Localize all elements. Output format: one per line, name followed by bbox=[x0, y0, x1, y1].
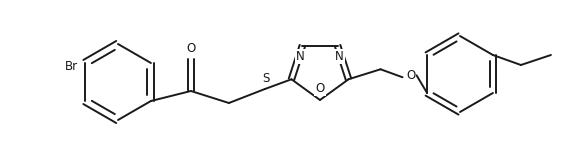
Text: Br: Br bbox=[64, 60, 78, 73]
Text: N: N bbox=[335, 50, 344, 63]
Text: S: S bbox=[262, 72, 270, 85]
Text: N: N bbox=[296, 50, 305, 63]
Text: O: O bbox=[406, 69, 415, 82]
Text: O: O bbox=[315, 83, 325, 95]
Text: O: O bbox=[186, 42, 196, 55]
